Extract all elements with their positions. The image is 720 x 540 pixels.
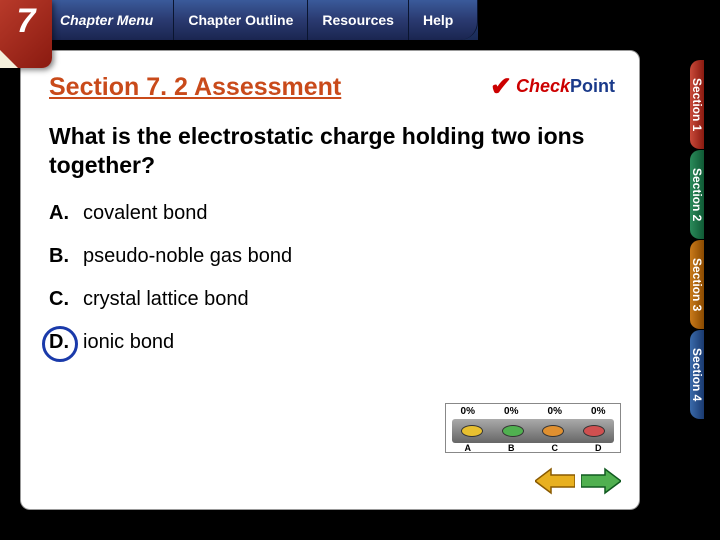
help-tab[interactable]: Help [409, 0, 478, 40]
response-option-label: D [595, 443, 602, 453]
checkmark-icon: ✔ [490, 71, 512, 102]
response-button-A[interactable] [461, 425, 483, 437]
resources-label: Resources [322, 12, 394, 28]
answer-A[interactable]: A.covalent bond [49, 202, 611, 225]
response-button-B[interactable] [502, 425, 524, 437]
response-option-label: A [465, 443, 472, 453]
response-button-D[interactable] [583, 425, 605, 437]
answer-text: crystal lattice bond [83, 288, 249, 311]
answer-letter: A. [49, 202, 83, 225]
chapter-outline-label: Chapter Outline [188, 12, 293, 28]
chapter-badge[interactable]: 7 [0, 0, 52, 68]
content-card: ✔ CheckPoint Section 7. 2 Assessment Wha… [20, 50, 640, 510]
response-labels: A B C D [446, 443, 620, 453]
response-panel: 0% 0% 0% 0% A B C D [445, 403, 621, 453]
answer-B[interactable]: B.pseudo-noble gas bond [49, 245, 611, 268]
top-nav: 7 Chapter Menu Chapter Outline Resources… [0, 0, 720, 40]
help-label: Help [423, 12, 453, 28]
chapter-menu-label: Chapter Menu [60, 12, 153, 28]
chapter-outline-tab[interactable]: Chapter Outline [174, 0, 308, 40]
response-percent: 0% [591, 406, 605, 417]
resources-tab[interactable]: Resources [308, 0, 409, 40]
response-option-label: C [552, 443, 559, 453]
answer-C[interactable]: C.crystal lattice bond [49, 288, 611, 311]
response-percent: 0% [461, 406, 475, 417]
next-arrow[interactable] [581, 467, 621, 495]
answer-letter: D. [49, 331, 83, 354]
side-tab-section-1[interactable]: Section 1 [690, 60, 704, 150]
answer-D[interactable]: D.ionic bond [49, 331, 611, 354]
side-tab-section-2[interactable]: Section 2 [690, 150, 704, 240]
response-percent: 0% [504, 406, 518, 417]
checkpoint-badge: ✔ CheckPoint [490, 71, 615, 102]
side-tab-section-3[interactable]: Section 3 [690, 240, 704, 330]
answer-text: pseudo-noble gas bond [83, 245, 292, 268]
nav-fill [478, 0, 720, 40]
checkpoint-text: CheckPoint [516, 76, 615, 97]
page-curl-icon [0, 50, 18, 68]
answer-letter: C. [49, 288, 83, 311]
side-tabs: Section 1Section 2Section 3Section 4 [690, 60, 720, 420]
answer-list: A.covalent bondB.pseudo-noble gas bondC.… [49, 202, 611, 354]
answer-letter: B. [49, 245, 83, 268]
prev-arrow[interactable] [535, 467, 575, 495]
chapter-number: 7 [17, 4, 36, 38]
side-tab-section-4[interactable]: Section 4 [690, 330, 704, 420]
nav-arrows [535, 467, 621, 495]
response-button-C[interactable] [542, 425, 564, 437]
question-text: What is the electrostatic charge holding… [49, 122, 589, 180]
answer-text: covalent bond [83, 202, 208, 225]
response-board [452, 419, 614, 443]
response-option-label: B [508, 443, 515, 453]
response-percents: 0% 0% 0% 0% [446, 404, 620, 417]
chapter-menu-tab[interactable]: Chapter Menu [52, 0, 174, 40]
answer-text: ionic bond [83, 331, 174, 354]
response-percent: 0% [548, 406, 562, 417]
